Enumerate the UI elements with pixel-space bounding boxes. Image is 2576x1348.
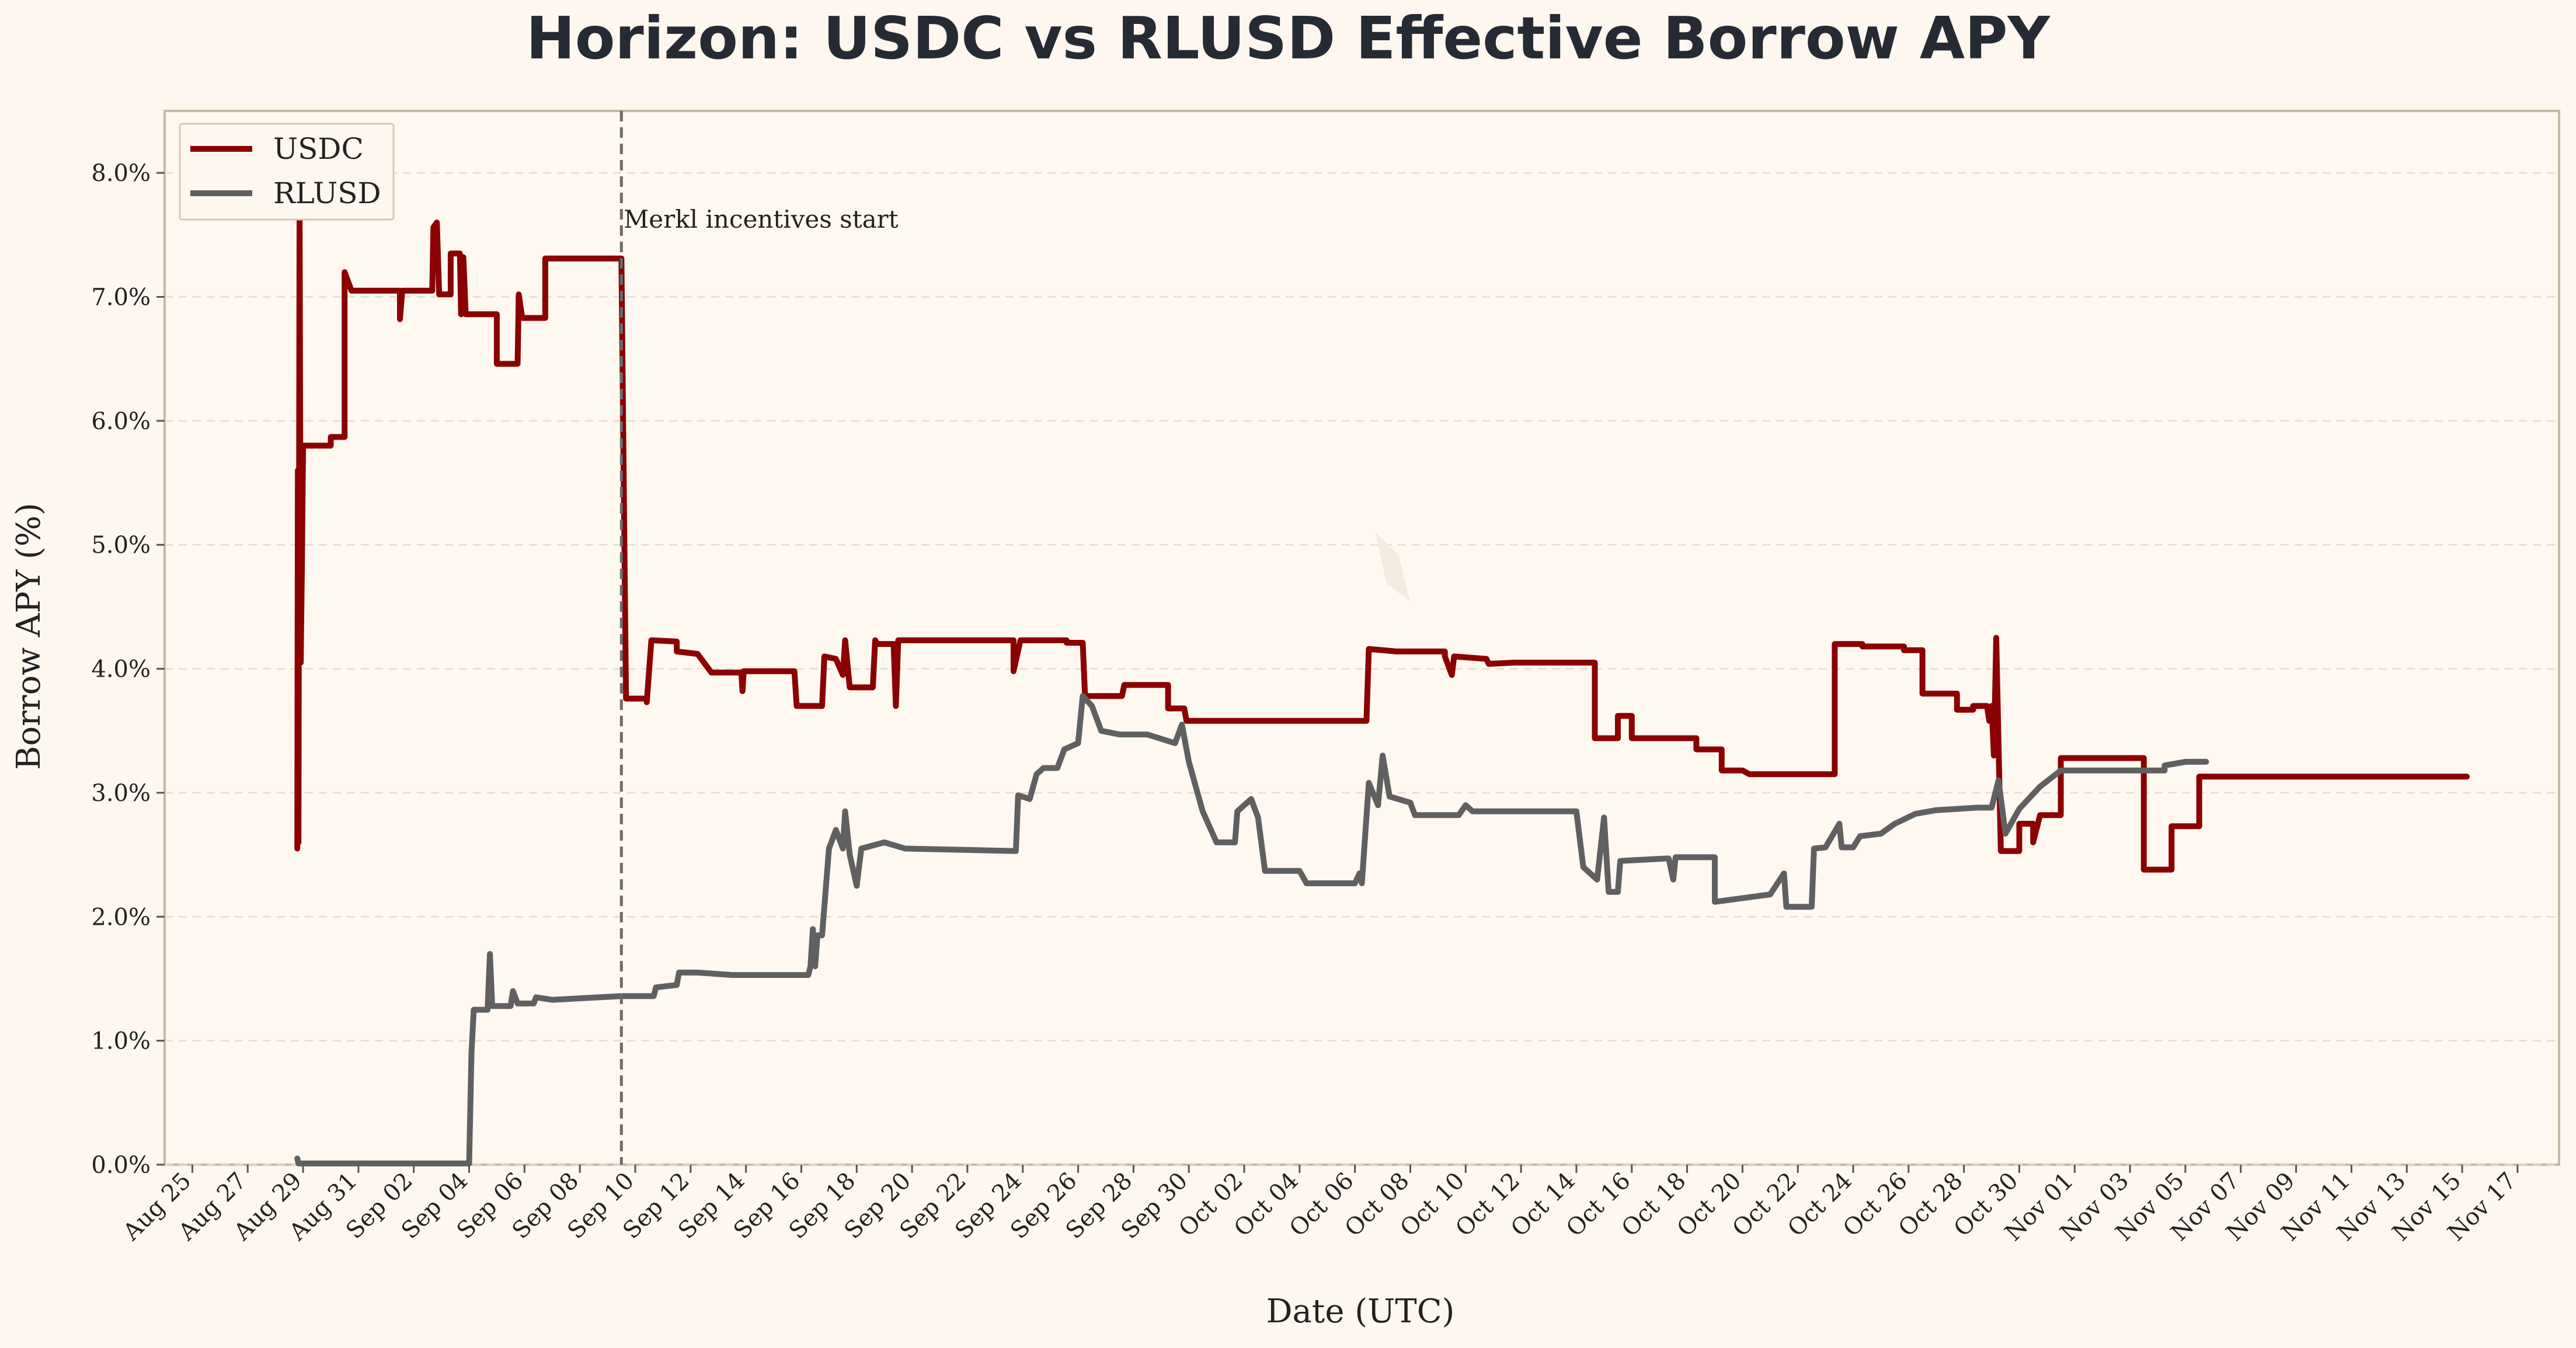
y-axis-label: Borrow APY (%) bbox=[10, 503, 48, 770]
y-tick-label: 6.0% bbox=[91, 408, 151, 435]
legend-label-rlusd: RLUSD bbox=[273, 176, 381, 210]
series-line-rlusd bbox=[294, 693, 2209, 1166]
y-tick-label: 1.0% bbox=[91, 1028, 151, 1055]
y-tick-label: 8.0% bbox=[91, 160, 151, 187]
chart-title: Horizon: USDC vs RLUSD Effective Borrow … bbox=[526, 4, 2051, 72]
series-layer bbox=[294, 194, 2470, 1166]
plot-frame bbox=[163, 110, 2560, 1166]
y-tick-label: 7.0% bbox=[91, 284, 151, 311]
plot-area bbox=[163, 110, 2560, 1166]
grid-lines bbox=[165, 172, 2559, 1166]
y-tick-label: 5.0% bbox=[91, 532, 151, 559]
annotation-layer: Merkl incentives start bbox=[619, 111, 899, 1165]
series-line-usdc bbox=[294, 194, 2470, 873]
logo-watermark bbox=[1317, 531, 1410, 601]
watermark-mark bbox=[1375, 531, 1410, 601]
x-axis-label: Date (UTC) bbox=[1266, 1293, 1455, 1330]
y-tick-label: 4.0% bbox=[91, 656, 151, 683]
y-tick-label: 2.0% bbox=[91, 904, 151, 931]
y-tick-label: 0.0% bbox=[91, 1152, 151, 1179]
y-tick-label: 3.0% bbox=[91, 780, 151, 807]
legend: USDC RLUSD bbox=[179, 123, 395, 221]
merkl-annotation: Merkl incentives start bbox=[624, 205, 898, 234]
legend-label-usdc: USDC bbox=[273, 132, 364, 166]
